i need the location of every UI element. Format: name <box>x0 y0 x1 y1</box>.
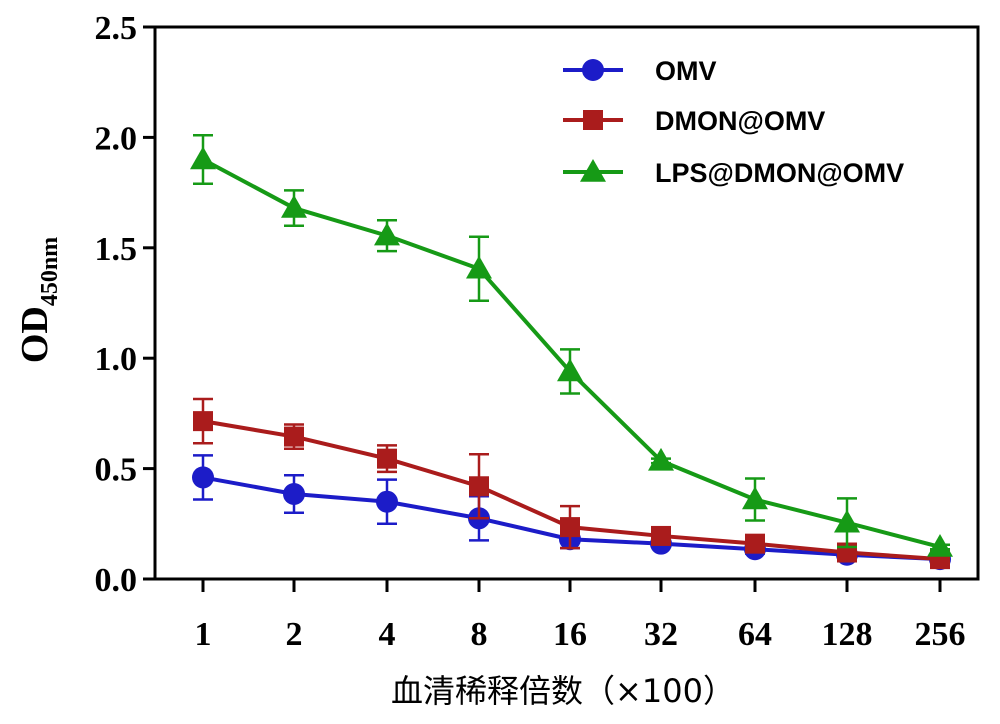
data-point-triangle <box>190 146 216 170</box>
legend-label: LPS@DMON@OMV <box>655 158 904 188</box>
axes <box>153 25 980 581</box>
data-point-triangle <box>374 222 400 246</box>
y-axis-label-subscript: 450nm <box>37 237 63 306</box>
data-point-triangle <box>927 533 953 557</box>
data-point-square <box>193 411 213 432</box>
y-tick-label: 0.5 <box>95 452 138 489</box>
data-point-circle <box>283 482 305 505</box>
data-point-square <box>560 517 580 538</box>
data-point-triangle <box>648 447 674 471</box>
legend-item: OMV <box>563 56 717 86</box>
plot-frame <box>153 25 980 581</box>
data-point-circle <box>192 466 214 489</box>
y-tick-label: 1.0 <box>95 341 138 378</box>
x-tick-label: 2 <box>286 616 303 653</box>
data-point-square <box>651 525 671 546</box>
x-tick-label: 16 <box>553 616 587 653</box>
x-tick-label: 256 <box>915 616 966 653</box>
data-point-circle <box>582 59 604 81</box>
data-point-square <box>469 476 489 497</box>
y-axis-label: OD450nm <box>14 237 63 363</box>
series-dmon-omv <box>193 397 950 570</box>
y-axis-ticks: 0.0 0.5 1.0 1.5 2.0 2.5 <box>95 10 155 599</box>
legend: OMV DMON@OMV LPS@DMON@OMV <box>563 56 904 188</box>
series-lps-dmon-omv <box>190 133 953 557</box>
y-tick-label: 0.0 <box>95 562 138 599</box>
x-tick-label: 4 <box>379 616 396 653</box>
data-point-triangle <box>557 358 583 382</box>
plot-area <box>190 133 953 571</box>
data-point-triangle <box>466 255 492 279</box>
y-tick-label: 2.5 <box>95 10 138 47</box>
x-axis-label: 血清稀释倍数（×100） <box>391 672 735 710</box>
data-point-square <box>583 110 603 130</box>
legend-item: LPS@DMON@OMV <box>563 158 904 188</box>
x-tick-label: 1 <box>195 616 212 653</box>
data-point-triangle <box>580 159 606 182</box>
series-line <box>202 157 941 549</box>
y-tick-label: 2.0 <box>95 120 138 157</box>
x-tick-label: 8 <box>471 616 488 653</box>
data-point-square <box>377 448 397 469</box>
legend-item: DMON@OMV <box>563 106 825 136</box>
data-point-triangle <box>742 486 768 510</box>
x-tick-label: 32 <box>644 616 678 653</box>
data-point-triangle <box>281 195 307 218</box>
x-tick-label: 128 <box>822 616 873 653</box>
legend-label: DMON@OMV <box>655 106 825 136</box>
data-point-square <box>284 426 304 447</box>
data-point-triangle <box>834 509 860 533</box>
x-tick-label: 64 <box>738 616 772 653</box>
legend-label: OMV <box>655 56 717 86</box>
y-tick-label: 1.5 <box>95 231 138 268</box>
data-point-circle <box>376 490 398 513</box>
data-point-square <box>745 533 765 554</box>
x-axis-ticks: 1 2 4 8 16 32 64 128 256 <box>195 579 966 653</box>
